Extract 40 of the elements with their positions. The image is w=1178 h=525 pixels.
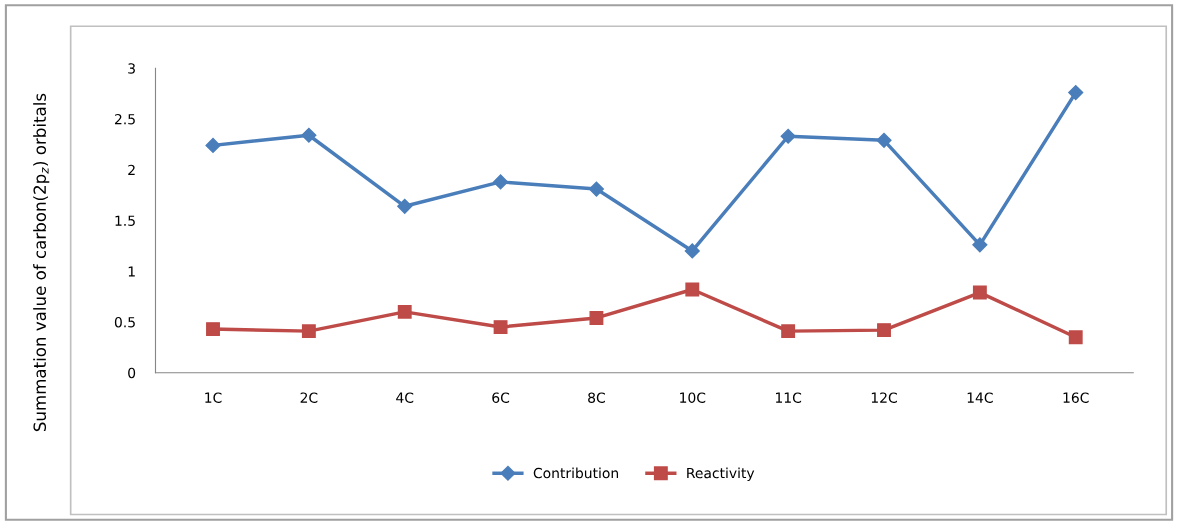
y-tick-label: 1.5 <box>115 215 135 226</box>
y-tick-label: 2.5 <box>114 113 135 125</box>
x-tick-label: 8C <box>588 392 605 403</box>
point <box>397 198 413 214</box>
point <box>1068 85 1084 101</box>
x-tick-label: 1C <box>205 392 222 403</box>
point <box>972 237 988 253</box>
point <box>685 282 700 297</box>
point <box>205 137 221 153</box>
point <box>684 243 700 259</box>
y-tick-label: 3 <box>128 63 135 74</box>
x-tick-label: 11C <box>775 392 802 403</box>
point <box>780 128 796 144</box>
x-tick-label: 10C <box>680 392 706 403</box>
y-tick-label: 2 <box>128 164 135 176</box>
x-tick-label: 4C <box>396 392 414 403</box>
x-tick-label: 12C <box>871 392 897 403</box>
point <box>493 174 509 190</box>
point <box>781 324 796 339</box>
legend-label: Reactivity <box>687 467 755 481</box>
x-tick-label: 14C <box>967 392 993 403</box>
x-tick-label: 16C <box>1063 392 1089 403</box>
point <box>301 324 316 339</box>
y-tick-label: 0.5 <box>114 316 135 328</box>
point <box>876 132 892 148</box>
point <box>397 304 412 319</box>
point <box>972 285 987 300</box>
y-tick-label: 1 <box>128 266 135 277</box>
y-axis-title: Summation value of carbon(2p$_{z}$) orbitals <box>33 93 50 432</box>
x-tick-label: 6C <box>492 392 510 403</box>
point <box>588 181 605 197</box>
point <box>877 323 891 338</box>
point <box>301 127 317 143</box>
legend-label: Contribution <box>533 467 619 479</box>
point <box>493 320 508 335</box>
point <box>206 322 220 337</box>
point <box>589 310 604 325</box>
y-tick-label: 0 <box>128 367 136 379</box>
point <box>1068 330 1083 345</box>
x-tick-label: 2C <box>300 392 318 403</box>
